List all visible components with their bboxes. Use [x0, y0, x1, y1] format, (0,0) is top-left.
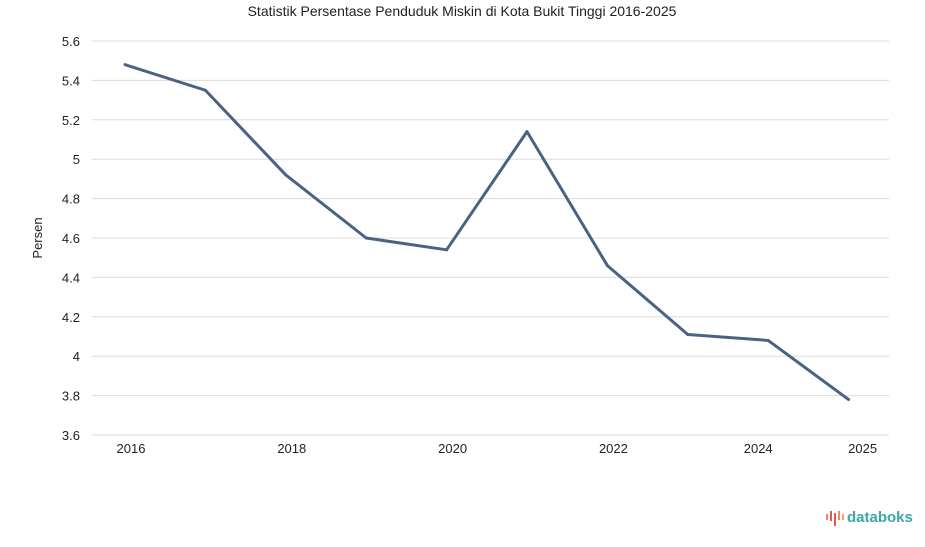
y-tick-label: 5.2: [62, 113, 80, 128]
data-point: [686, 333, 690, 337]
y-tick-label: 4.6: [62, 231, 80, 246]
x-tick-label: 2016: [117, 441, 146, 456]
y-tick-label: 4.8: [62, 192, 80, 207]
y-tick-label: 4.2: [62, 310, 80, 325]
data-point: [203, 88, 207, 92]
y-tick-label: 5: [73, 152, 80, 167]
x-tick-label: 2018: [277, 441, 306, 456]
y-tick-label: 5.6: [62, 34, 80, 49]
series-line: [124, 63, 850, 401]
y-tick-label: 3.8: [62, 389, 80, 404]
chart-title: Statistik Persentase Penduduk Miskin di …: [248, 3, 677, 19]
data-point: [525, 130, 529, 134]
x-tick-label: 2025: [848, 441, 877, 456]
y-axis-label: Persen: [30, 217, 45, 258]
x-tick-label: 2020: [438, 441, 467, 456]
data-point: [847, 398, 851, 402]
data-point: [445, 248, 449, 252]
data-point: [364, 236, 368, 240]
y-tick-label: 5.4: [62, 73, 80, 88]
data-point: [766, 338, 770, 342]
databoks-logo: databoks: [826, 509, 913, 526]
x-tick-label: 2022: [599, 441, 628, 456]
y-tick-label: 3.6: [62, 428, 80, 443]
x-tick-label: 2024: [744, 441, 773, 456]
brand-name: databoks: [847, 509, 913, 526]
logo-bars-icon: [826, 510, 844, 526]
data-point: [123, 63, 127, 67]
data-point: [284, 173, 288, 177]
y-tick-label: 4: [73, 349, 80, 364]
data-point: [605, 264, 609, 268]
y-tick-label: 4.4: [62, 270, 80, 285]
